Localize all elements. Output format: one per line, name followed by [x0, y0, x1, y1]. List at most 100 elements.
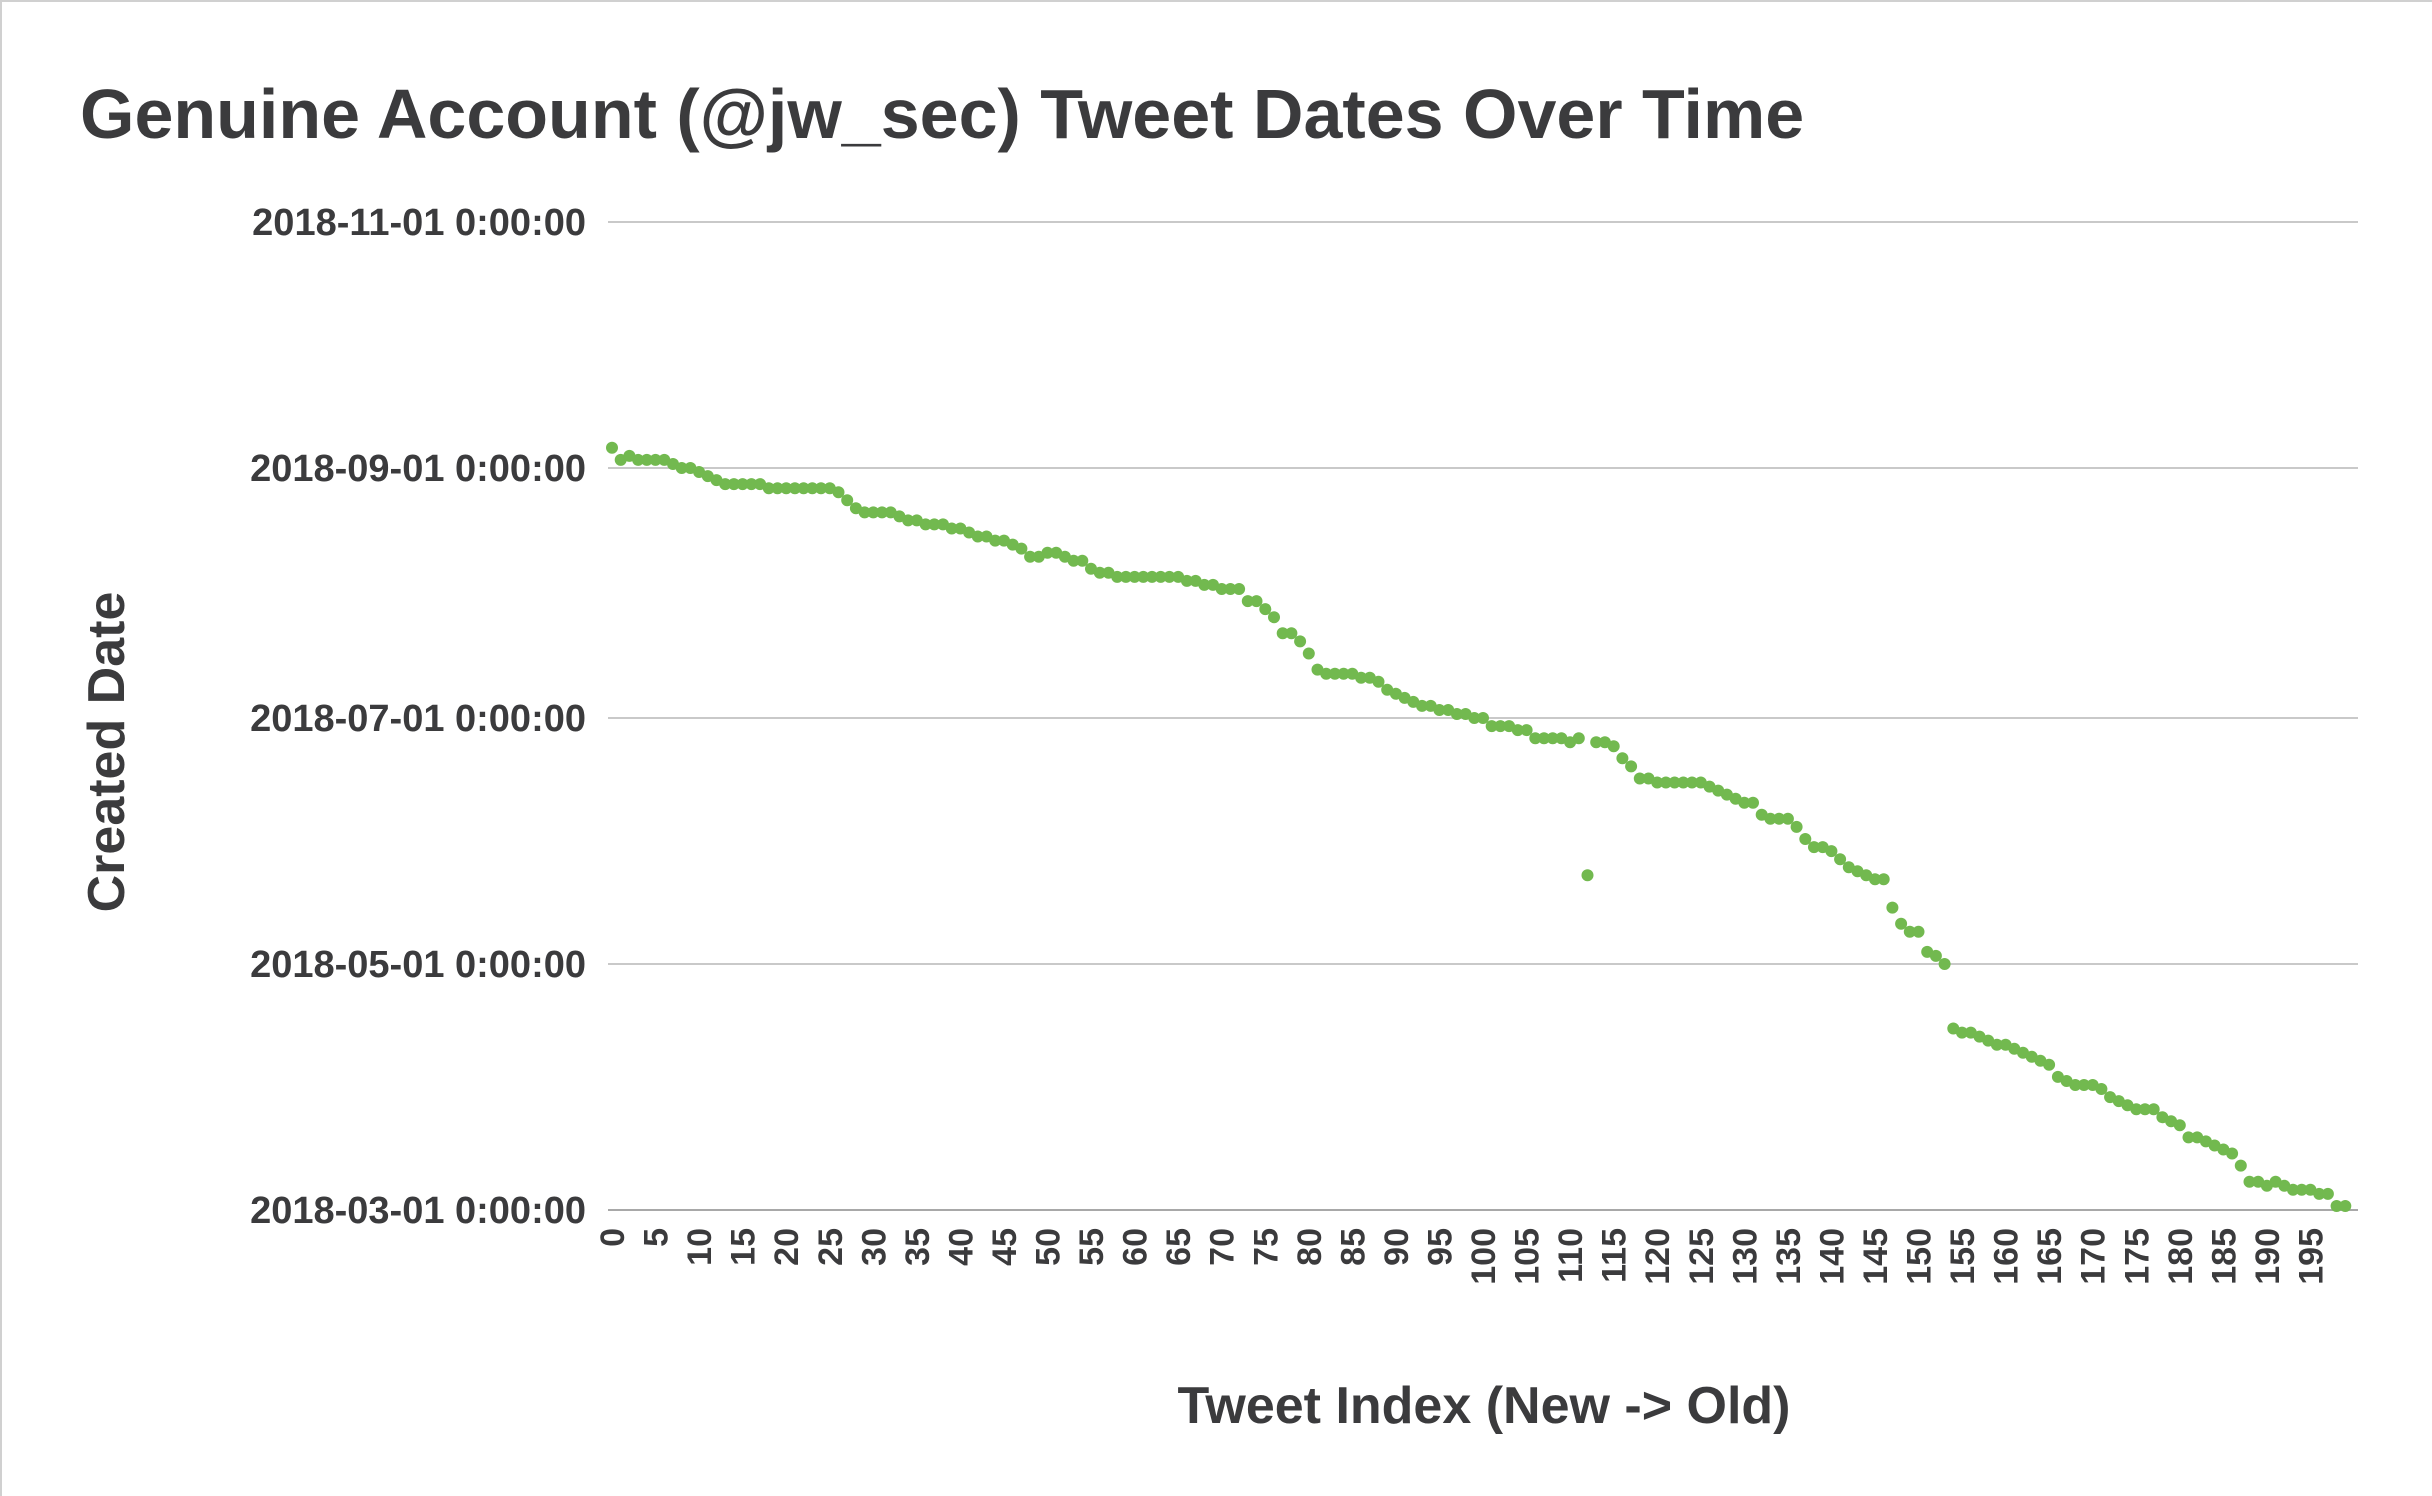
data-point: [1895, 917, 1908, 930]
x-tick-label: 100: [1465, 1228, 1503, 1285]
x-tick-label: 175: [2118, 1228, 2156, 1285]
data-point: [780, 482, 793, 495]
data-point: [1119, 570, 1132, 583]
data-point: [1180, 574, 1193, 587]
data-point: [1781, 812, 1794, 825]
data-point: [1764, 812, 1777, 825]
data-point: [1067, 554, 1080, 567]
data-point: [640, 453, 653, 466]
data-point: [1738, 796, 1751, 809]
x-tick-label: 60: [1117, 1228, 1155, 1266]
x-tick-label: 180: [2162, 1228, 2200, 1285]
x-axis-title: Tweet Index (New -> Old): [1177, 1377, 1790, 1435]
data-point: [1215, 583, 1228, 595]
data-point: [649, 453, 662, 466]
data-point: [1337, 667, 1350, 680]
y-tick-label: 2018-07-01 0:00:00: [250, 698, 586, 740]
data-point: [971, 530, 984, 543]
data-point: [1494, 720, 1507, 733]
x-tick-label: 75: [1247, 1228, 1285, 1266]
data-point: [1990, 1038, 2003, 1051]
data-point: [745, 478, 758, 491]
data-point: [902, 514, 915, 527]
data-point: [736, 478, 749, 491]
data-point: [2069, 1079, 2082, 1091]
data-point: [2130, 1103, 2143, 1116]
x-tick-label: 165: [2031, 1228, 2069, 1285]
data-point: [1302, 647, 1315, 660]
data-point: [1581, 869, 1594, 882]
x-tick-label: 80: [1291, 1228, 1329, 1266]
data-point: [1625, 760, 1638, 773]
x-tick-label: 90: [1378, 1228, 1416, 1266]
data-point: [841, 494, 854, 507]
x-tick-label: 160: [1988, 1228, 2026, 1285]
data-point: [1276, 627, 1289, 640]
data-point: [762, 482, 775, 495]
data-point: [675, 462, 688, 474]
x-tick-label: 115: [1596, 1228, 1634, 1283]
data-point: [1137, 570, 1150, 583]
data-point: [1912, 925, 1925, 938]
data-point: [606, 441, 618, 454]
data-point: [919, 518, 932, 531]
data-point: [867, 506, 880, 519]
data-points: [606, 441, 2352, 1212]
x-tick-label: 70: [1204, 1228, 1242, 1266]
data-point: [1154, 570, 1167, 583]
data-point: [771, 482, 784, 495]
data-point: [1041, 546, 1054, 559]
data-point: [1433, 704, 1446, 716]
y-tick-label: 2018-05-01 0:00:00: [250, 944, 586, 986]
data-point: [1903, 925, 1916, 938]
data-point: [1538, 732, 1550, 745]
data-point: [1877, 873, 1890, 886]
y-axis-title: Created Date: [78, 592, 136, 913]
x-axis-ticks: 0 5 10 15 20 25 30 35 40 45 50 55 60 65 70 75 80 85 90 95 10…: [594, 1228, 2330, 1285]
data-point: [1328, 667, 1341, 680]
data-point: [788, 482, 801, 495]
data-point: [1111, 570, 1124, 583]
data-point: [1468, 712, 1481, 724]
data-point: [2287, 1183, 2299, 1196]
data-point: [2295, 1183, 2308, 1196]
data-point: [1825, 845, 1838, 858]
data-point: [2313, 1187, 2326, 1200]
data-point: [1477, 712, 1489, 724]
x-tick-label: 135: [1770, 1228, 1808, 1285]
x-tick-label: 110: [1552, 1228, 1590, 1283]
data-point: [2043, 1058, 2056, 1071]
data-point: [1511, 724, 1524, 737]
data-point: [1677, 776, 1690, 789]
data-point: [1546, 732, 1559, 745]
data-point: [1233, 583, 1246, 595]
data-point: [1485, 720, 1498, 733]
x-tick-label: 30: [855, 1228, 893, 1266]
x-tick-label: 45: [986, 1228, 1024, 1266]
x-tick-label: 35: [899, 1228, 937, 1266]
data-point: [1015, 542, 1028, 555]
x-tick-label: 125: [1683, 1228, 1721, 1285]
data-point: [2095, 1083, 2108, 1095]
data-point: [1686, 776, 1698, 789]
data-point: [1198, 578, 1211, 591]
x-tick-label: 25: [812, 1228, 850, 1266]
data-point: [1163, 570, 1176, 583]
x-tick-label: 195: [2292, 1228, 2330, 1285]
y-tick-label: 2018-09-01 0:00:00: [250, 448, 586, 490]
x-tick-label: 50: [1030, 1228, 1068, 1266]
data-point: [1834, 853, 1847, 866]
data-point: [1616, 752, 1629, 765]
x-tick-label: 40: [942, 1228, 980, 1266]
data-point: [1416, 699, 1428, 712]
data-point: [2243, 1175, 2256, 1188]
chart-title: Genuine Account (@jw_sec) Tweet Dates Ov…: [80, 75, 1804, 153]
x-tick-label: 150: [1901, 1228, 1939, 1285]
data-point: [719, 478, 732, 491]
data-point: [2173, 1119, 2186, 1132]
data-point: [1886, 901, 1899, 914]
data-point: [1146, 570, 1158, 583]
data-point: [1651, 776, 1664, 789]
